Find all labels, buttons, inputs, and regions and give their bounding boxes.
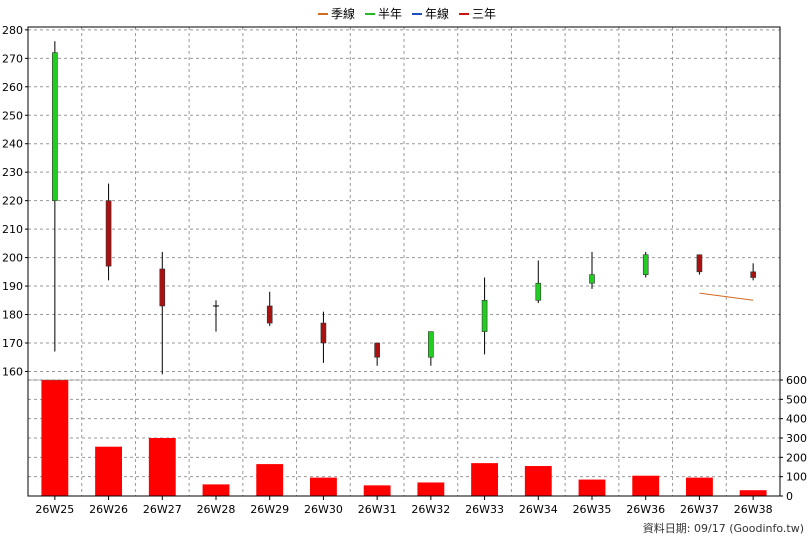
volume-bar xyxy=(578,479,606,496)
x-tick-label: 26W36 xyxy=(626,503,665,516)
legend-label: 年線 xyxy=(425,6,449,21)
volume-bar xyxy=(363,485,391,496)
x-axis: 26W25 26W26 26W27 26W28 26W29 26W30 26W31 26W32… xyxy=(35,496,773,516)
volume-bar xyxy=(632,475,660,496)
volume-bars xyxy=(41,380,767,496)
x-tick-label: 26W25 xyxy=(35,503,74,516)
volume-bar xyxy=(95,446,122,496)
candle-down xyxy=(320,322,327,344)
volume-bar xyxy=(202,484,230,496)
price-tick-label: 260 xyxy=(2,81,23,94)
price-tick-label: 200 xyxy=(2,252,23,265)
price-tick-label: 160 xyxy=(2,365,23,378)
price-tick-label: 230 xyxy=(2,166,23,179)
moving-average-lines xyxy=(699,292,754,301)
x-tick-label: 26W32 xyxy=(411,503,450,516)
x-tick-label: 26W34 xyxy=(519,503,558,516)
volume-bar xyxy=(471,463,498,496)
volume-bar xyxy=(256,464,284,496)
volume-axis: 0 100 200 300 400 500 600 xyxy=(780,374,807,503)
volume-tick-label: 300 xyxy=(786,432,807,445)
volume-bar xyxy=(739,490,767,496)
plot-frame xyxy=(27,26,781,497)
x-tick-label: 26W27 xyxy=(143,503,182,516)
volume-bar xyxy=(310,477,337,496)
x-tick-label: 26W37 xyxy=(680,503,719,516)
candle-down xyxy=(750,271,756,278)
plot-border xyxy=(27,26,781,497)
price-tick-label: 210 xyxy=(2,223,23,236)
ma-quarter-line xyxy=(699,292,754,301)
volume-tick-label: 500 xyxy=(786,393,807,406)
candle-down xyxy=(266,305,273,324)
price-tick-label: 180 xyxy=(2,309,23,322)
grid-lines xyxy=(28,27,780,496)
legend-label: 半年 xyxy=(378,7,402,21)
volume-bar xyxy=(148,438,176,496)
x-tick-label: 26W35 xyxy=(573,503,612,516)
candle-down xyxy=(374,342,380,358)
candle-up xyxy=(535,282,542,301)
price-tick-label: 220 xyxy=(2,195,23,208)
footer-date: 資料日期: 09/17 (Goodinfo.tw) xyxy=(643,521,804,535)
price-tick-label: 280 xyxy=(2,24,23,37)
candle-up xyxy=(481,299,488,332)
x-tick-label: 26W26 xyxy=(89,503,128,516)
candle-up xyxy=(642,254,649,275)
candle-down xyxy=(696,254,703,273)
legend-label: 三年 xyxy=(472,7,496,21)
x-tick-label: 26W28 xyxy=(197,503,236,516)
price-tick-label: 270 xyxy=(2,52,23,65)
candle-up xyxy=(428,331,434,358)
x-tick-label: 26W31 xyxy=(358,503,397,516)
price-axis: 160 170 180 190 200 210 220 230 240 250 260 270 280 xyxy=(2,24,28,378)
volume-tick-label: 0 xyxy=(786,490,793,503)
volume-bar xyxy=(417,482,445,496)
volume-tick-label: 600 xyxy=(786,374,807,387)
candles xyxy=(52,41,756,375)
x-tick-label: 26W29 xyxy=(250,503,289,516)
x-tick-label: 26W33 xyxy=(465,503,504,516)
volume-tick-label: 100 xyxy=(786,471,807,484)
candle-up xyxy=(52,52,58,201)
candle-down xyxy=(159,268,166,307)
x-tick-label: 26W38 xyxy=(734,503,773,516)
price-tick-label: 240 xyxy=(2,138,23,151)
volume-tick-label: 200 xyxy=(786,451,807,464)
candle-up xyxy=(589,274,595,284)
volume-tick-label: 400 xyxy=(786,413,807,426)
x-tick-label: 26W30 xyxy=(304,503,343,516)
price-tick-label: 190 xyxy=(2,280,23,293)
price-tick-label: 170 xyxy=(2,337,23,350)
legend-label: 季線 xyxy=(331,6,355,21)
volume-bar xyxy=(41,380,69,496)
price-tick-label: 250 xyxy=(2,109,23,122)
volume-bar xyxy=(686,477,713,496)
candle-down xyxy=(105,200,112,267)
volume-bar xyxy=(524,466,552,496)
legend: 季線 半年 年線 三年 xyxy=(318,6,496,21)
